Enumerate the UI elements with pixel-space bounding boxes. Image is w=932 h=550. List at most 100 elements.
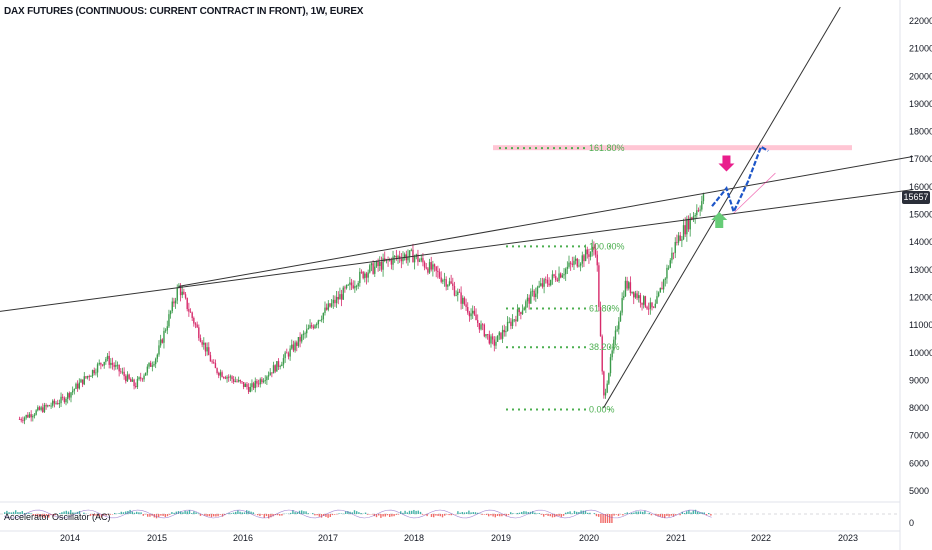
ac-bar (699, 512, 701, 514)
candle-body (546, 279, 549, 284)
candle-body (302, 333, 305, 336)
candle-body (229, 376, 232, 378)
candle-body (133, 379, 135, 387)
candle-body (40, 407, 42, 410)
candle-body (571, 263, 574, 265)
ac-bar (305, 511, 307, 514)
candle-body (671, 252, 673, 261)
ac-bar (527, 512, 529, 514)
ac-bar (534, 512, 536, 514)
candle-body (634, 293, 637, 298)
ac-bar (532, 511, 534, 514)
candle-body (633, 291, 635, 298)
ac-bar (158, 514, 160, 518)
candle-body (661, 287, 663, 290)
ac-bar (312, 513, 314, 514)
candle-body (281, 364, 283, 367)
candle-body (286, 352, 288, 354)
ac-bar (45, 514, 48, 516)
ac-bar (692, 510, 694, 514)
ac-bar (265, 514, 268, 517)
candle-body (359, 271, 361, 284)
candle-body (317, 320, 320, 325)
ac-bar (492, 514, 494, 517)
ac-bar (472, 512, 474, 514)
ac-bar (28, 512, 30, 514)
ac-bar (166, 514, 169, 517)
candle-body (100, 362, 102, 365)
ac-bar (587, 512, 589, 514)
candle-body (425, 267, 427, 269)
candle-body (304, 333, 306, 335)
candle-body (287, 353, 290, 357)
ac-bar (536, 513, 538, 514)
x-tick-label: 2017 (318, 533, 338, 543)
ac-bar (551, 514, 554, 518)
ac-bar (329, 514, 331, 517)
candle-body (247, 386, 250, 392)
candle-body (500, 332, 502, 339)
candle-body (433, 264, 436, 267)
ac-bar (193, 511, 195, 514)
candle-body (203, 342, 205, 345)
candle-body (569, 262, 572, 264)
candle-body (485, 334, 487, 337)
ac-bar (122, 512, 125, 514)
ac-bar (340, 513, 342, 514)
candle-body (25, 414, 27, 418)
ac-bar (307, 513, 309, 514)
candle-body (520, 312, 522, 315)
ac-bar (433, 514, 435, 518)
candle-body (379, 261, 381, 266)
candle-body (437, 270, 439, 273)
ac-bar (384, 514, 386, 517)
ac-bar (34, 514, 37, 517)
y-tick-label: 21000 (909, 44, 932, 54)
ac-bar (131, 511, 133, 514)
candle-body (28, 414, 31, 418)
ac-bar (488, 514, 490, 517)
ac-bar (182, 512, 184, 514)
candle-body (423, 262, 426, 268)
candle-body (643, 296, 645, 305)
candle-body (498, 332, 500, 336)
candle-body (608, 373, 610, 384)
indicator-label[interactable]: Accelerator Oscillator (AC) (4, 512, 111, 522)
candle-body (118, 364, 120, 372)
candle-body (599, 306, 602, 337)
candle-body (171, 301, 173, 312)
candle-body (236, 380, 238, 382)
candle-body (198, 327, 200, 339)
candle-body (256, 380, 258, 384)
ac-bar (184, 510, 186, 514)
ac-bar (83, 512, 85, 514)
candle-body (576, 258, 579, 267)
ac-bar (593, 513, 595, 514)
ac-bar (147, 514, 149, 517)
candle-body (384, 258, 386, 261)
y-tick-label: 14000 (909, 237, 932, 247)
candle-body (357, 283, 359, 287)
ac-bar (338, 513, 340, 514)
ac-bar (298, 510, 301, 514)
candle-body (257, 383, 260, 385)
ac-bar (155, 514, 158, 519)
candle-body (407, 256, 409, 261)
candle-body (631, 291, 633, 293)
ac-bar (626, 512, 628, 514)
ac-bar (290, 512, 292, 514)
candle-body (186, 297, 188, 310)
ac-bar (391, 514, 393, 517)
trendlines (0, 6, 913, 409)
candle-body (440, 277, 442, 282)
ac-bar (279, 514, 281, 516)
candle-body (57, 403, 59, 405)
candle-body (105, 359, 107, 362)
ac-bar (615, 514, 617, 515)
candle-body (322, 312, 325, 320)
candle-body (428, 262, 431, 273)
candle-body (392, 256, 394, 265)
candle-body (62, 396, 64, 398)
candle-body (394, 255, 396, 257)
